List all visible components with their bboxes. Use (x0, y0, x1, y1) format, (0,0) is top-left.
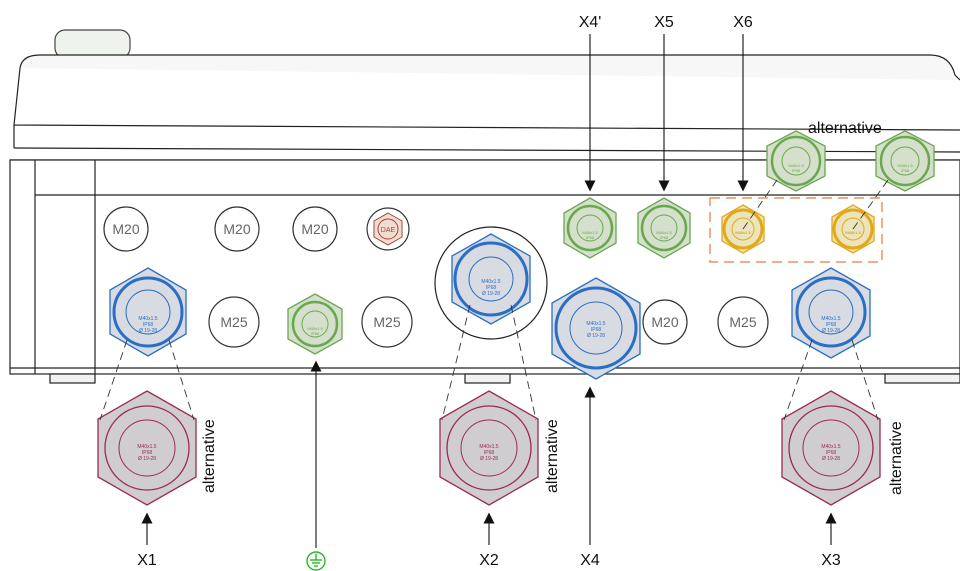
svg-text:IP68: IP68 (792, 168, 801, 173)
alternative-label-x1: alternative (201, 419, 218, 493)
gland-x4: M40x1.5 IP68 Ø 19-28 (551, 277, 641, 380)
label-x6: X6 (733, 14, 753, 31)
plain-holes: M20 M20 M20 DAE M25 M25 M20 (103, 206, 769, 348)
svg-text:IP68: IP68 (660, 235, 669, 240)
alternative-label-x2: alternative (544, 419, 561, 493)
svg-text:M20: M20 (223, 221, 250, 237)
x2-large-opening (434, 226, 548, 340)
svg-text:Ø 19-28: Ø 19-28 (822, 456, 840, 462)
svg-text:M40x1.5: M40x1.5 (137, 444, 156, 450)
svg-text:M40x1.5: M40x1.5 (735, 230, 751, 235)
svg-text:IP68: IP68 (826, 450, 837, 456)
label-x1: X1 (137, 552, 157, 569)
label-x5: X5 (654, 14, 674, 31)
x6-group-box (709, 197, 883, 263)
hole-m20-1: M20 (103, 206, 149, 252)
svg-text:M40x1.5: M40x1.5 (656, 230, 672, 235)
gland-x4-prime: M40x1.5 IP68 (563, 197, 617, 259)
svg-text:Ø 19-28: Ø 19-28 (139, 328, 157, 334)
svg-text:M40x1.5: M40x1.5 (138, 316, 157, 322)
svg-text:M20: M20 (112, 221, 139, 237)
svg-text:M25: M25 (373, 314, 400, 330)
hinge (54, 29, 131, 59)
hole-m20-2: M20 (214, 206, 260, 252)
svg-text:IP68: IP68 (826, 322, 837, 328)
svg-text:M40x1.5: M40x1.5 (582, 230, 598, 235)
svg-text:IP68: IP68 (591, 327, 602, 333)
svg-text:Ø 19-28: Ø 19-28 (480, 456, 498, 462)
svg-text:IP68: IP68 (142, 450, 153, 456)
svg-text:M40x1.5: M40x1.5 (897, 163, 913, 168)
gland-alt-x6-right: M40x1.5 IP68 (875, 130, 935, 192)
gland-alt-x6-left: M40x1.5 IP68 (766, 130, 826, 192)
alt-gland-x2: M40x1.5 IP68 Ø 19-28 (439, 390, 539, 506)
alt-gland-x3: M40x1.5 IP68 Ø 19-28 (781, 390, 881, 506)
gland-x5: M40x1.5 IP68 (637, 197, 691, 259)
alternative-label-x3: alternative (888, 421, 905, 495)
svg-text:Ø 19-28: Ø 19-28 (822, 328, 840, 334)
earth-ground-icon (306, 551, 326, 571)
label-x3: X3 (821, 552, 841, 569)
label-x2: X2 (479, 552, 499, 569)
svg-text:M20: M20 (651, 314, 678, 330)
svg-text:IP68: IP68 (901, 168, 910, 173)
gland-x3: M40x1.5 IP68 Ø 19-28 (791, 267, 871, 359)
dae-plug: DAE (366, 207, 410, 251)
label-x4: X4 (580, 552, 600, 569)
svg-text:M40x1.5: M40x1.5 (479, 444, 498, 450)
svg-text:M40x1.5: M40x1.5 (821, 444, 840, 450)
hole-m20-3: M20 (292, 206, 338, 252)
callout-arrows (141, 34, 837, 548)
gland-x2: M40x1.5 IP68 Ø 19-28 (451, 233, 531, 325)
svg-text:Ø 19-28: Ø 19-28 (587, 333, 605, 339)
svg-text:IP68: IP68 (486, 285, 497, 291)
alt-leaders-x6 (742, 179, 889, 230)
svg-text:M40x1.5: M40x1.5 (821, 316, 840, 322)
hole-m25-2: M25 (361, 296, 413, 348)
label-x4-prime: X4' (579, 14, 602, 31)
svg-text:M40x1.5: M40x1.5 (586, 321, 605, 327)
svg-text:M25: M25 (729, 314, 756, 330)
svg-text:IP68: IP68 (143, 322, 154, 328)
svg-text:M40x1.5: M40x1.5 (307, 326, 323, 331)
svg-text:M40x1.5: M40x1.5 (788, 163, 804, 168)
svg-text:IP68: IP68 (586, 235, 595, 240)
alt-leaders-bottom (99, 304, 879, 421)
gland-x1: M40x1.5 IP68 Ø 19-28 (109, 267, 187, 357)
svg-text:M40x1.5: M40x1.5 (481, 279, 500, 285)
svg-text:Ø 19-28: Ø 19-28 (482, 291, 500, 297)
hole-m25-3: M25 (717, 296, 769, 348)
alt-gland-x1: M40x1.5 IP68 Ø 19-28 (97, 390, 197, 506)
svg-text:M20: M20 (301, 221, 328, 237)
svg-text:Ø 19-28: Ø 19-28 (138, 456, 156, 462)
hole-m25-1: M25 (208, 296, 260, 348)
svg-text:M25: M25 (220, 314, 247, 330)
svg-text:IP68: IP68 (311, 331, 320, 336)
svg-text:DAE: DAE (381, 227, 396, 234)
svg-text:M40x1.5: M40x1.5 (845, 230, 861, 235)
gland-earth: M40x1.5 IP68 (287, 293, 343, 355)
hole-m20-4: M20 (642, 299, 688, 345)
alternative-label-top: alternative (808, 120, 882, 137)
svg-text:IP68: IP68 (484, 450, 495, 456)
